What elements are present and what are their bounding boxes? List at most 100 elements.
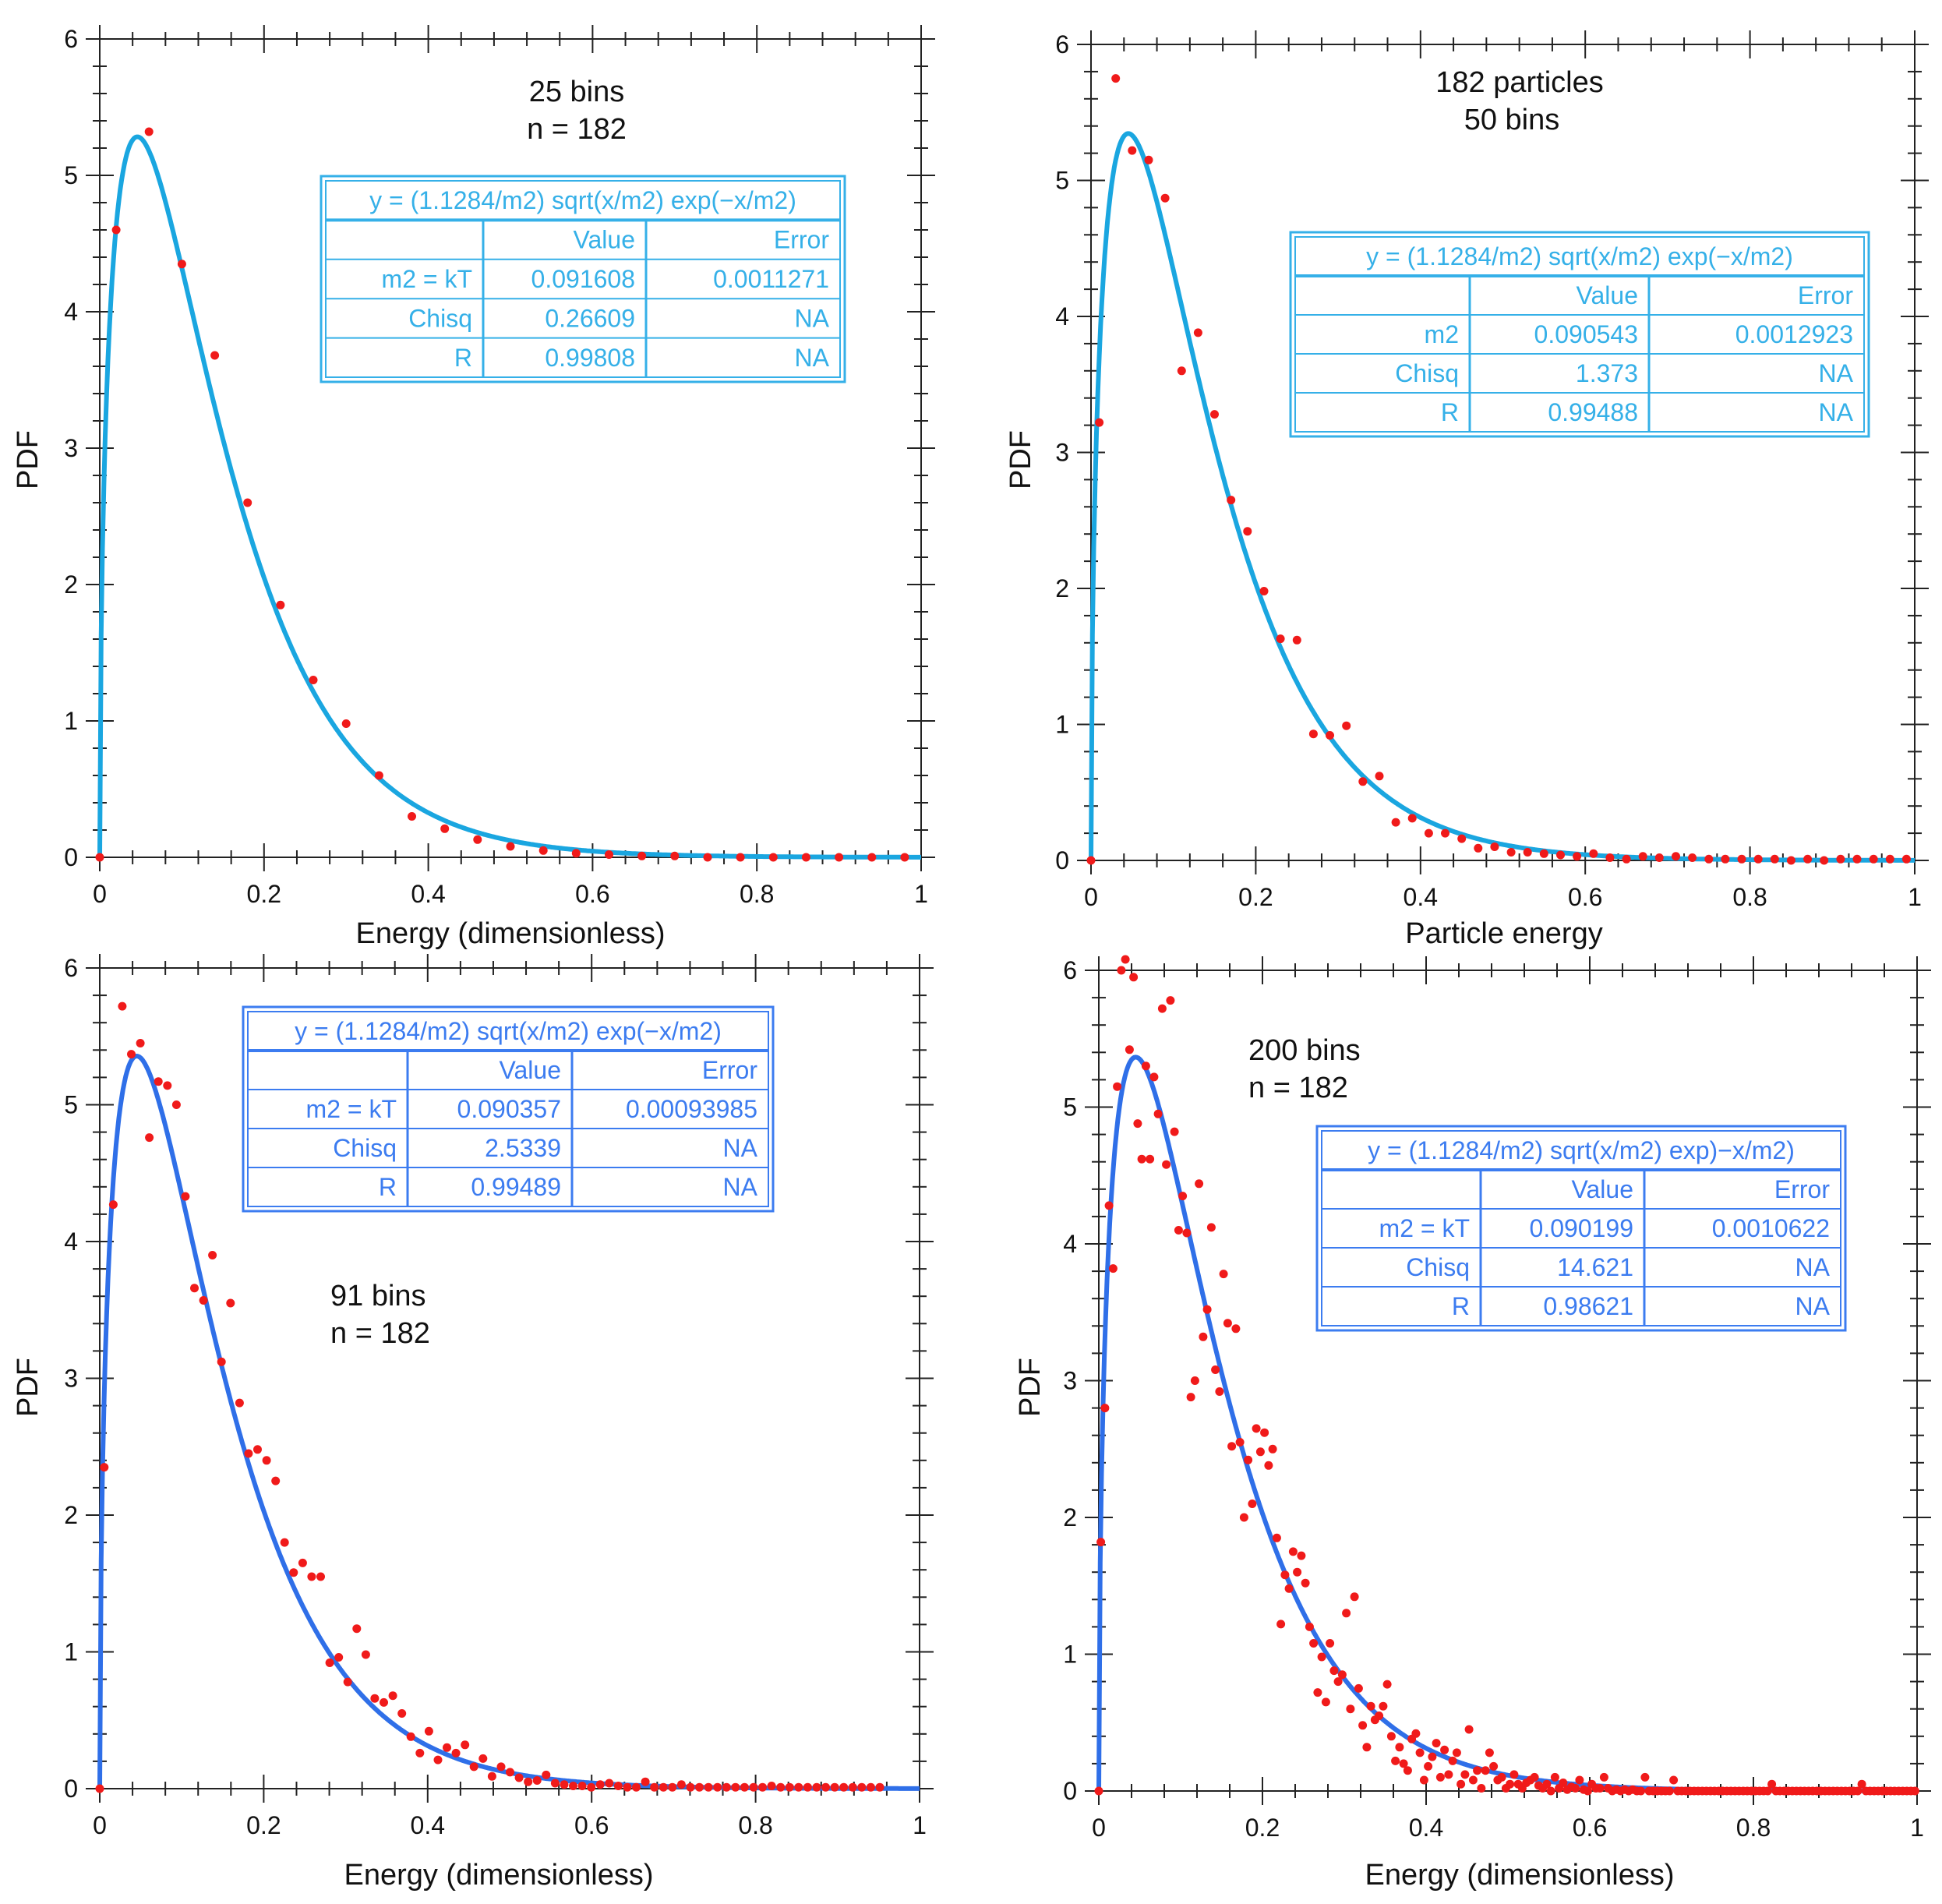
fit-row-value: 0.99488 bbox=[1548, 398, 1638, 426]
data-point bbox=[1489, 1761, 1499, 1771]
data-point bbox=[659, 1782, 668, 1792]
data-point bbox=[276, 600, 285, 609]
data-point bbox=[1456, 1779, 1466, 1789]
fit-row-value: 0.090543 bbox=[1534, 320, 1638, 348]
data-point bbox=[900, 853, 909, 862]
data-point bbox=[1464, 1725, 1474, 1734]
data-point bbox=[1460, 1770, 1470, 1779]
data-point bbox=[1539, 849, 1548, 858]
chart-panel-1: 0 0.2 0.4 0.6 0.8 1 0 1 2 3 4 5 6 Energy (dimensionle… bbox=[12, 25, 935, 950]
data-point bbox=[95, 1784, 104, 1793]
data-point bbox=[1182, 1228, 1192, 1238]
data-point bbox=[406, 1732, 415, 1741]
data-point bbox=[100, 1463, 109, 1472]
data-point bbox=[1252, 1424, 1261, 1433]
axis-ticks bbox=[1085, 956, 1931, 1805]
data-point bbox=[1129, 973, 1139, 982]
x-tick-label: 0.4 bbox=[411, 1811, 445, 1839]
data-point bbox=[1403, 1766, 1412, 1775]
fit-row-value: 14.621 bbox=[1557, 1253, 1633, 1281]
data-point bbox=[1096, 1538, 1106, 1547]
data-point bbox=[1108, 1264, 1118, 1273]
fit-row-error: NA bbox=[1819, 398, 1854, 426]
data-point bbox=[613, 1782, 623, 1790]
data-point bbox=[1424, 1761, 1433, 1771]
data-point bbox=[108, 1200, 118, 1210]
x-tick-label: 1 bbox=[1910, 1814, 1924, 1842]
data-point bbox=[1669, 1775, 1679, 1785]
data-points bbox=[95, 1001, 884, 1793]
data-point bbox=[1375, 772, 1384, 781]
fit-table: y = (1.1284/m2) sqrt(x/m2) exp(−x/m2) Val… bbox=[242, 1005, 775, 1213]
y-tick-label: 2 bbox=[64, 570, 78, 599]
data-point bbox=[1206, 1223, 1216, 1232]
data-point bbox=[632, 1782, 641, 1792]
data-point bbox=[1559, 1779, 1568, 1787]
data-point bbox=[1153, 1109, 1163, 1118]
data-point bbox=[1595, 1784, 1605, 1793]
fit-row-name: m2 = kT bbox=[382, 265, 472, 293]
data-point bbox=[1358, 777, 1368, 786]
fit-row-value: 1.373 bbox=[1576, 359, 1638, 387]
y-axis-label: PDF bbox=[12, 1358, 44, 1417]
x-tick-label: 0 bbox=[93, 1811, 107, 1839]
x-tick-label: 0.4 bbox=[1404, 883, 1438, 911]
y-tick-label: 0 bbox=[1063, 1777, 1077, 1805]
data-point bbox=[1375, 1711, 1384, 1720]
data-point bbox=[1149, 1072, 1159, 1082]
data-point bbox=[1441, 828, 1449, 838]
fit-row-error: NA bbox=[795, 304, 830, 332]
data-point bbox=[190, 1284, 199, 1293]
data-point bbox=[704, 1782, 713, 1792]
fit-row-value: 0.98621 bbox=[1543, 1292, 1633, 1320]
y-tick-label: 5 bbox=[1063, 1093, 1077, 1122]
data-point bbox=[1399, 1759, 1408, 1768]
data-point bbox=[461, 1740, 470, 1750]
y-tick-label: 1 bbox=[1055, 711, 1069, 739]
data-point bbox=[670, 851, 680, 860]
annotation-text: 25 bins bbox=[529, 76, 625, 108]
data-point bbox=[1305, 1622, 1314, 1631]
data-point bbox=[866, 1782, 875, 1792]
data-point bbox=[1210, 410, 1219, 419]
data-points bbox=[1086, 74, 1911, 865]
axis-ticks bbox=[86, 954, 934, 1803]
data-point bbox=[1391, 1756, 1400, 1765]
fit-row-name: R bbox=[379, 1173, 397, 1201]
y-tick-label: 2 bbox=[1063, 1503, 1077, 1531]
data-point bbox=[1354, 1683, 1363, 1693]
fit-equation: y = (1.1284/m2) sqrt(x/m2) exp(−x/m2) bbox=[369, 186, 796, 214]
x-tick-label: 1 bbox=[914, 880, 928, 908]
x-tick-label: 0.8 bbox=[738, 1811, 772, 1839]
data-point bbox=[154, 1077, 163, 1086]
data-point bbox=[1288, 1547, 1298, 1556]
data-point bbox=[1160, 193, 1170, 203]
data-point bbox=[1485, 1748, 1494, 1757]
data-point bbox=[524, 1777, 533, 1786]
data-point bbox=[1901, 854, 1911, 864]
y-tick-label: 3 bbox=[1063, 1367, 1077, 1395]
x-tick-label: 0.6 bbox=[575, 880, 609, 908]
data-point bbox=[1297, 1551, 1306, 1560]
x-tick-label: 0 bbox=[1084, 883, 1098, 911]
data-point bbox=[1117, 966, 1126, 975]
y-tick-label: 3 bbox=[64, 434, 78, 462]
data-point bbox=[1215, 1387, 1224, 1396]
y-tick-label: 5 bbox=[1055, 167, 1069, 195]
data-point bbox=[1144, 155, 1153, 164]
data-point bbox=[144, 127, 154, 136]
data-point bbox=[487, 1772, 496, 1781]
data-point bbox=[758, 1782, 767, 1792]
data-point bbox=[1342, 1609, 1351, 1618]
data-point bbox=[740, 1782, 749, 1792]
data-point bbox=[623, 1782, 632, 1792]
data-point bbox=[1506, 1779, 1515, 1789]
data-point bbox=[1474, 843, 1483, 853]
data-point bbox=[1366, 1701, 1375, 1711]
annotation-text: 182 particles bbox=[1435, 66, 1603, 99]
data-point bbox=[380, 1697, 388, 1707]
data-point bbox=[424, 1726, 433, 1736]
fit-header-error: Error bbox=[702, 1056, 757, 1084]
x-tick-label: 1 bbox=[1908, 883, 1922, 911]
fit-table-border bbox=[242, 1005, 775, 1213]
